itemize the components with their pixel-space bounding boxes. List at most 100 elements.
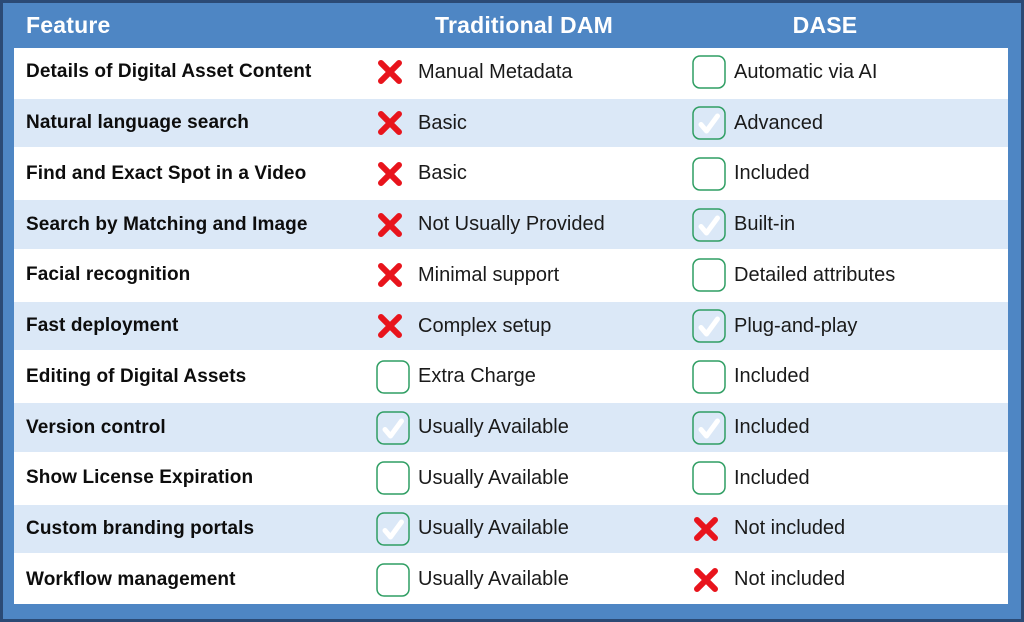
cell-value: Not included bbox=[734, 568, 846, 591]
table-row: Details of Digital Asset Content bbox=[14, 48, 1008, 97]
cell-value: Basic bbox=[418, 162, 467, 185]
cross-icon bbox=[378, 263, 402, 288]
feature-label: Workflow management bbox=[26, 568, 236, 590]
icon-slot bbox=[376, 109, 418, 137]
check-icon bbox=[692, 258, 726, 293]
check-icon bbox=[692, 410, 726, 445]
icon-slot bbox=[692, 207, 734, 242]
icon-slot bbox=[692, 106, 734, 140]
traditional-dam-cell: Basic bbox=[376, 109, 692, 137]
icon-slot bbox=[376, 562, 418, 597]
traditional-dam-cell: Usually Available bbox=[376, 410, 692, 445]
feature-label: Fast deployment bbox=[26, 315, 179, 337]
check-icon bbox=[692, 55, 726, 90]
dase-cell: Included bbox=[692, 360, 1008, 394]
icon-slot bbox=[376, 512, 418, 546]
feature-label: Search by Matching and Image bbox=[26, 213, 308, 235]
icon-slot bbox=[376, 58, 418, 86]
cell-value: Extra Charge bbox=[418, 365, 536, 388]
cross-icon bbox=[378, 111, 402, 136]
cell-value: Manual Metadata bbox=[418, 60, 573, 83]
feature-label: Version control bbox=[26, 416, 166, 438]
cell-value: Plug-and-play bbox=[734, 314, 858, 337]
cross-icon bbox=[378, 60, 402, 85]
traditional-dam-cell: Usually Available bbox=[376, 461, 692, 495]
traditional-dam-cell: Extra Charge bbox=[376, 360, 692, 394]
check-icon bbox=[376, 410, 410, 445]
icon-slot bbox=[692, 258, 734, 293]
icon-slot bbox=[376, 261, 418, 289]
icon-slot bbox=[692, 157, 734, 191]
cell-value: Not included bbox=[734, 517, 846, 540]
table-row: Workflow management Usually bbox=[14, 555, 1008, 605]
dase-cell: Included bbox=[692, 157, 1008, 191]
icon-slot bbox=[376, 160, 418, 188]
feature-label: Editing of Digital Assets bbox=[26, 365, 247, 387]
check-icon bbox=[692, 207, 726, 242]
table-row: Editing of Digital Assets Ex bbox=[14, 352, 1008, 402]
dase-cell: Not included bbox=[692, 515, 1008, 543]
cell-value: Usually Available bbox=[418, 466, 569, 489]
icon-slot bbox=[692, 360, 734, 394]
traditional-dam-cell: Usually Available bbox=[376, 512, 692, 546]
dase-cell: Advanced bbox=[692, 106, 1008, 140]
traditional-dam-cell: Basic bbox=[376, 160, 692, 188]
check-icon bbox=[692, 157, 726, 191]
check-icon bbox=[376, 461, 410, 495]
traditional-dam-cell: Usually Available bbox=[376, 562, 692, 597]
cell-value: Built-in bbox=[734, 213, 796, 236]
check-icon bbox=[692, 309, 726, 343]
cross-icon bbox=[694, 567, 718, 592]
feature-label: Details of Digital Asset Content bbox=[26, 61, 312, 83]
icon-slot bbox=[376, 312, 418, 340]
table-row: Custom branding portals Usua bbox=[14, 502, 1008, 556]
cell-value: Minimal support bbox=[418, 263, 560, 286]
table-header: Feature Traditional DAM DASE bbox=[14, 3, 1008, 48]
dase-cell: Included bbox=[692, 410, 1008, 445]
table-row: Show License Expiration Usua bbox=[14, 453, 1008, 503]
cell-value: Usually Available bbox=[418, 568, 569, 591]
check-icon bbox=[376, 512, 410, 546]
dase-cell: Plug-and-play bbox=[692, 309, 1008, 343]
feature-label: Show License Expiration bbox=[26, 467, 254, 489]
cell-value: Detailed attributes bbox=[734, 263, 896, 286]
check-icon bbox=[376, 360, 410, 394]
icon-slot bbox=[692, 566, 734, 594]
feature-label: Natural language search bbox=[26, 112, 249, 134]
cross-icon bbox=[694, 516, 718, 541]
cell-value: Advanced bbox=[734, 111, 823, 134]
header-traditional-dam: Traditional DAM bbox=[434, 12, 614, 38]
cross-icon bbox=[378, 161, 402, 186]
dase-cell: Detailed attributes bbox=[692, 258, 1008, 293]
cross-icon bbox=[378, 314, 402, 339]
check-icon bbox=[692, 106, 726, 140]
cross-icon bbox=[378, 212, 402, 237]
cell-value: Automatic via AI bbox=[734, 60, 878, 83]
cell-value: Basic bbox=[418, 111, 467, 134]
icon-slot bbox=[376, 461, 418, 495]
icon-slot bbox=[692, 461, 734, 495]
traditional-dam-cell: Complex setup bbox=[376, 312, 692, 340]
check-icon bbox=[376, 562, 410, 597]
cell-value: Included bbox=[734, 365, 810, 388]
dase-cell: Automatic via AI bbox=[692, 55, 1008, 90]
icon-slot bbox=[692, 515, 734, 543]
dase-cell: Built-in bbox=[692, 207, 1008, 242]
traditional-dam-cell: Minimal support bbox=[376, 261, 692, 289]
cell-value: Included bbox=[734, 466, 810, 489]
dase-cell: Not included bbox=[692, 566, 1008, 594]
table-row: Fast deployment Complex setu bbox=[14, 299, 1008, 353]
table-row: Natural language search Basi bbox=[14, 96, 1008, 150]
check-icon bbox=[692, 461, 726, 495]
table-row: Find and Exact Spot in a Video bbox=[14, 149, 1008, 199]
table-row: Search by Matching and Image bbox=[14, 198, 1008, 251]
cell-value: Usually Available bbox=[418, 416, 569, 438]
feature-label: Facial recognition bbox=[26, 264, 191, 286]
header-dase: DASE bbox=[792, 12, 858, 38]
dase-cell: Included bbox=[692, 461, 1008, 495]
traditional-dam-cell: Not Usually Provided bbox=[376, 211, 692, 239]
cell-value: Included bbox=[734, 162, 810, 185]
table-row: Version control Usually Avai bbox=[14, 401, 1008, 454]
cell-value: Not Usually Provided bbox=[418, 213, 605, 236]
